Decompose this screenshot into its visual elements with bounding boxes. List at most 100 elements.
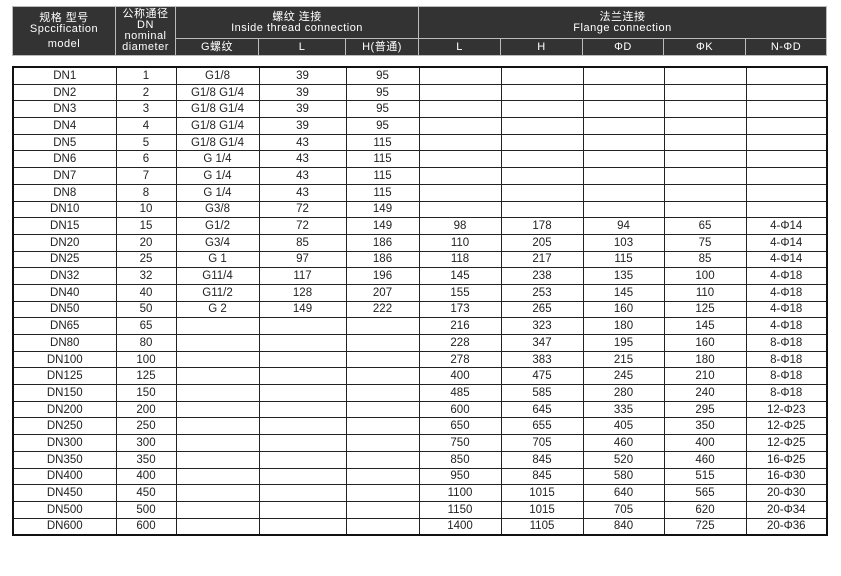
table-cell: 20-Φ34 — [745, 500, 828, 519]
table-cell — [582, 133, 665, 152]
table-cell — [258, 500, 347, 519]
table-cell: 145 — [582, 283, 665, 302]
table-cell: 1105 — [500, 517, 584, 536]
table-cell: 4-Φ18 — [745, 283, 828, 302]
table-cell: 405 — [582, 417, 665, 436]
table-cell: 8-Φ18 — [745, 367, 828, 386]
table-cell: G1/8 — [175, 66, 260, 85]
table-cell: DN4 — [12, 117, 117, 135]
table-cell: 128 — [258, 283, 347, 302]
table-cell: 725 — [663, 517, 747, 536]
table-cell: 280 — [582, 384, 665, 402]
table-row: DN250 250 650 655 405 350 12-Φ25 — [12, 417, 828, 436]
table-cell: DN10 — [12, 200, 117, 219]
table-cell — [418, 200, 502, 219]
table-cell: 115 — [345, 150, 420, 169]
table-cell: 135 — [582, 267, 665, 285]
table-cell: 600 — [115, 517, 177, 536]
table-cell: DN32 — [12, 267, 117, 285]
table-cell: 350 — [115, 450, 177, 469]
table-cell: 186 — [345, 233, 420, 252]
table-cell — [745, 133, 828, 152]
table-row: DN32 32 G11/4 117 196 145 238 135 100 4-Φ18 — [12, 267, 828, 285]
table-cell — [258, 317, 347, 335]
table-row: DN600 600 1400 1105 840 725 20-Φ36 — [12, 517, 828, 536]
table-cell: 1150 — [418, 500, 502, 519]
table-cell: 10 — [115, 200, 177, 219]
table-cell: 1015 — [500, 484, 584, 502]
table-cell: DN600 — [12, 517, 117, 536]
table-cell — [663, 167, 747, 185]
table-cell: 117 — [258, 267, 347, 285]
table-row: DN125 125 400 475 245 210 8-Φ18 — [12, 367, 828, 386]
table-row: DN500 500 1150 1015 705 620 20-Φ34 — [12, 500, 828, 519]
table-cell: 149 — [345, 200, 420, 219]
table-cell: 200 — [115, 400, 177, 419]
table-cell: 400 — [418, 367, 502, 386]
table-cell — [663, 133, 747, 152]
table-cell: 460 — [582, 434, 665, 452]
table-row: DN5 5 G1/8 G1/4 43 115 — [12, 133, 828, 152]
table-cell: DN400 — [12, 467, 117, 486]
table-cell: 145 — [663, 317, 747, 335]
table-cell: 118 — [418, 250, 502, 269]
table-row: DN150 150 485 585 280 240 8-Φ18 — [12, 384, 828, 402]
table-cell — [258, 484, 347, 502]
table-cell: 640 — [582, 484, 665, 502]
table-cell: 16-Φ25 — [745, 450, 828, 469]
table-cell: DN1 — [12, 66, 117, 85]
table-cell — [582, 167, 665, 185]
table-cell — [418, 167, 502, 185]
header-flange-cn: 法兰连接 — [599, 10, 646, 23]
table-row: DN300 300 750 705 460 400 12-Φ25 — [12, 434, 828, 452]
table-cell: 39 — [258, 100, 347, 119]
table-cell: 160 — [663, 334, 747, 352]
table-cell: DN350 — [12, 450, 117, 469]
header-flange-l: L — [418, 38, 501, 56]
table-cell: 705 — [582, 500, 665, 519]
table-row: DN100 100 278 383 215 180 8-Φ18 — [12, 350, 828, 369]
table-cell: 95 — [345, 83, 420, 102]
table-cell: 485 — [418, 384, 502, 402]
table-cell: DN5 — [12, 133, 117, 152]
table-cell: 4-Φ18 — [745, 300, 828, 319]
table-cell: 39 — [258, 117, 347, 135]
header-flange-k: ΦK — [663, 38, 746, 56]
table-cell — [258, 467, 347, 486]
table-cell: 186 — [345, 250, 420, 269]
table-cell: G1/2 — [175, 217, 260, 235]
table-cell: 65 — [115, 317, 177, 335]
table-cell — [582, 83, 665, 102]
table-cell — [500, 66, 584, 85]
table-cell: 20-Φ36 — [745, 517, 828, 536]
table-cell — [345, 400, 420, 419]
table-cell: 85 — [258, 233, 347, 252]
table-cell: 150 — [115, 384, 177, 402]
table-cell — [500, 100, 584, 119]
table-cell — [345, 334, 420, 352]
table-cell: 215 — [582, 350, 665, 369]
table-cell: 115 — [345, 183, 420, 202]
header-thread-cn: 螺纹 连接 — [272, 10, 322, 23]
table-cell — [175, 500, 260, 519]
table-cell: G1/8 G1/4 — [175, 100, 260, 119]
table-cell: DN300 — [12, 434, 117, 452]
table-cell: DN25 — [12, 250, 117, 269]
header-flange-h: H — [500, 38, 583, 56]
table-cell: 149 — [345, 217, 420, 235]
header-dn-en3: diameter — [122, 41, 169, 53]
table-row: DN350 350 850 845 520 460 16-Φ25 — [12, 450, 828, 469]
table-cell: 110 — [663, 283, 747, 302]
table-cell — [345, 317, 420, 335]
table-cell — [175, 384, 260, 402]
table-cell: 8-Φ18 — [745, 350, 828, 369]
table-cell: DN3 — [12, 100, 117, 119]
table-cell: 6 — [115, 150, 177, 169]
table-cell: 650 — [418, 417, 502, 436]
table-cell — [418, 83, 502, 102]
table-cell: 278 — [418, 350, 502, 369]
table-cell: 12-Φ25 — [745, 417, 828, 436]
table-cell: G3/4 — [175, 233, 260, 252]
header-dn-en1: DN — [137, 19, 154, 31]
table-cell — [175, 517, 260, 536]
